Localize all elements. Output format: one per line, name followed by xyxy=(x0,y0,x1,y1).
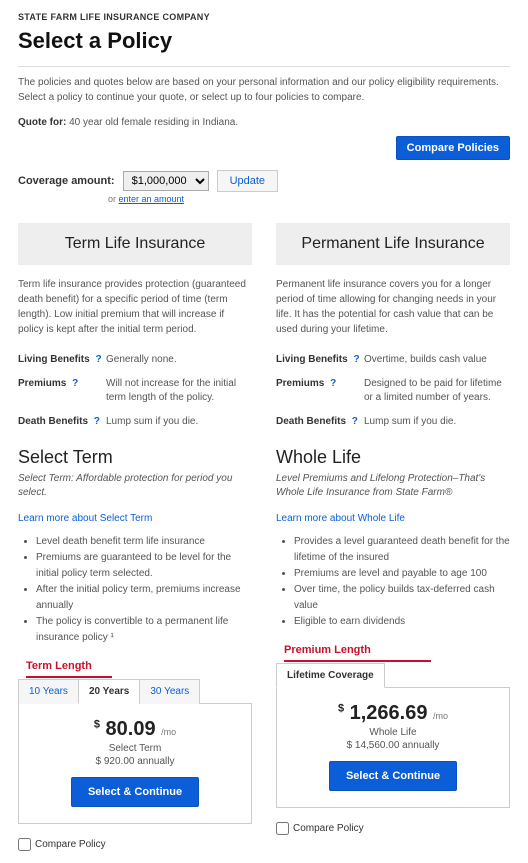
enter-amount-link[interactable]: enter an amount xyxy=(119,194,185,204)
term-bullets: Level death benefit term life insurance … xyxy=(18,534,252,646)
help-icon[interactable]: ? xyxy=(352,416,358,427)
perm-premiums-val: Designed to be paid for lifetime or a li… xyxy=(364,377,510,405)
coverage-select[interactable]: $1,000,000 xyxy=(123,171,209,191)
term-living-val: Generally none. xyxy=(106,353,177,367)
term-living-label: Living Benefits xyxy=(18,354,90,365)
page-title: Select a Policy xyxy=(18,28,510,54)
term-price: $ 80.09 /mo xyxy=(29,718,241,741)
help-icon[interactable]: ? xyxy=(330,378,336,389)
perm-living-val: Overtime, builds cash value xyxy=(364,353,487,367)
quote-for: Quote for: 40 year old female residing i… xyxy=(18,115,510,130)
whole-life-tag: Level Premiums and Lifelong Protection–T… xyxy=(276,472,510,500)
tab-30-years[interactable]: 30 Years xyxy=(139,679,200,704)
help-icon[interactable]: ? xyxy=(94,416,100,427)
list-item: The policy is convertible to a permanent… xyxy=(36,614,252,646)
perm-living-label: Living Benefits xyxy=(276,354,348,365)
list-item: Level death benefit term life insurance xyxy=(36,534,252,550)
perm-compare-checkbox[interactable]: Compare Policy xyxy=(276,822,510,835)
perm-death-val: Lump sum if you die. xyxy=(364,415,456,429)
perm-price-box: $ 1,266.69 /mo Whole Life $ 14,560.00 an… xyxy=(276,688,510,808)
term-death-label: Death Benefits xyxy=(18,416,88,427)
learn-select-term-link[interactable]: Learn more about Select Term xyxy=(18,513,152,524)
perm-plan-name: Whole Life xyxy=(287,727,499,738)
premium-length-label: Premium Length xyxy=(284,644,431,662)
term-premiums-val: Will not increase for the initial term l… xyxy=(106,377,252,405)
select-term-title: Select Term xyxy=(18,447,252,468)
term-length-label: Term Length xyxy=(26,660,112,678)
list-item: Over time, the policy builds tax-deferre… xyxy=(294,582,510,614)
term-death-val: Lump sum if you die. xyxy=(106,415,198,429)
term-section-desc: Term life insurance provides protection … xyxy=(18,277,252,337)
quote-for-value: 40 year old female residing in Indiana. xyxy=(69,117,238,128)
help-icon[interactable]: ? xyxy=(72,378,78,389)
term-price-box: $ 80.09 /mo Select Term $ 920.00 annuall… xyxy=(18,704,252,824)
term-section-title: Term Life Insurance xyxy=(18,223,252,265)
tab-20-years[interactable]: 20 Years xyxy=(78,679,140,704)
perm-section-desc: Permanent life insurance covers you for … xyxy=(276,277,510,337)
list-item: After the initial policy term, premiums … xyxy=(36,582,252,614)
term-plan-name: Select Term xyxy=(29,743,241,754)
perm-annual: $ 14,560.00 annually xyxy=(287,740,499,751)
perm-death-label: Death Benefits xyxy=(276,416,346,427)
coverage-row: Coverage amount: $1,000,000 Update xyxy=(18,170,510,192)
term-premiums-label: Premiums xyxy=(18,378,66,389)
help-icon[interactable]: ? xyxy=(353,354,359,365)
term-compare-checkbox[interactable]: Compare Policy xyxy=(18,838,252,851)
tab-10-years[interactable]: 10 Years xyxy=(18,679,79,704)
list-item: Eligible to earn dividends xyxy=(294,614,510,630)
tab-lifetime[interactable]: Lifetime Coverage xyxy=(276,663,385,688)
term-column: Term Life Insurance Term life insurance … xyxy=(18,223,252,851)
list-item: Premiums are guaranteed to be level for … xyxy=(36,550,252,582)
divider xyxy=(18,66,510,67)
company-name: STATE FARM LIFE INSURANCE COMPANY xyxy=(18,12,510,22)
term-annual: $ 920.00 annually xyxy=(29,756,241,767)
term-compare-input[interactable] xyxy=(18,838,31,851)
perm-compare-input[interactable] xyxy=(276,822,289,835)
perm-section-title: Permanent Life Insurance xyxy=(276,223,510,265)
or-text: or xyxy=(108,194,119,204)
term-select-continue-button[interactable]: Select & Continue xyxy=(71,777,199,807)
list-item: Premiums are level and payable to age 10… xyxy=(294,566,510,582)
compare-policies-button[interactable]: Compare Policies xyxy=(396,136,510,160)
list-item: Provides a level guaranteed death benefi… xyxy=(294,534,510,566)
coverage-label: Coverage amount: xyxy=(18,175,115,187)
intro-text: The policies and quotes below are based … xyxy=(18,75,510,105)
update-button[interactable]: Update xyxy=(217,170,278,192)
perm-tabs: Lifetime Coverage xyxy=(276,662,510,688)
permanent-column: Permanent Life Insurance Permanent life … xyxy=(276,223,510,851)
quote-for-label: Quote for: xyxy=(18,117,66,128)
perm-premiums-label: Premiums xyxy=(276,378,324,389)
perm-bullets: Provides a level guaranteed death benefi… xyxy=(276,534,510,630)
perm-select-continue-button[interactable]: Select & Continue xyxy=(329,761,457,791)
help-icon[interactable]: ? xyxy=(95,354,101,365)
whole-life-title: Whole Life xyxy=(276,447,510,468)
select-term-tag: Select Term: Affordable protection for p… xyxy=(18,472,252,500)
perm-price: $ 1,266.69 /mo xyxy=(287,702,499,725)
learn-whole-life-link[interactable]: Learn more about Whole Life xyxy=(276,513,405,524)
